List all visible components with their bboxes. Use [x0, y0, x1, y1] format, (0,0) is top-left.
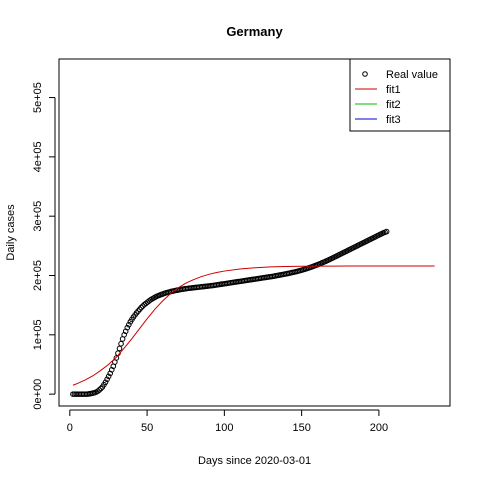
data-point: [124, 324, 131, 331]
y-tick-label: 2e+05: [32, 260, 44, 291]
data-point: [105, 373, 112, 380]
legend-label: fit2: [386, 99, 401, 111]
legend-label: fit3: [386, 114, 401, 126]
y-tick-label: 0e+00: [32, 379, 44, 410]
x-tick-label: 50: [141, 422, 153, 434]
data-point: [383, 228, 390, 235]
legend-label: Real value: [386, 69, 438, 81]
data-point: [104, 376, 110, 383]
plot-area: [58, 58, 451, 407]
y-tick-label: 1e+05: [32, 319, 44, 350]
series-layer: [70, 228, 435, 397]
series-line-fit1: [72, 265, 435, 386]
x-tick-label: 100: [215, 422, 233, 434]
data-point: [102, 379, 109, 386]
chart-title: Germany: [226, 24, 283, 39]
x-tick-label: 0: [67, 422, 73, 434]
legend-marker: [362, 71, 368, 77]
y-axis-label: Daily cases: [5, 204, 17, 261]
x-axis-label: Days since 2020-03-01: [198, 455, 311, 467]
legend: Real value fit1 fit2 fit3: [349, 58, 451, 132]
data-point: [98, 385, 104, 392]
x-tick-label: 200: [370, 422, 388, 434]
y-tick-label: 4e+05: [32, 141, 44, 172]
y-axis-ticks: 0e+00 1e+05 2e+05 3e+05 4e+05 5e+05: [32, 82, 56, 410]
data-point: [96, 387, 103, 393]
y-tick-label: 5e+05: [32, 82, 44, 113]
data-point: [118, 340, 124, 347]
y-tick-label: 3e+05: [32, 201, 44, 232]
data-point: [138, 304, 145, 311]
legend-label: fit1: [386, 84, 401, 96]
data-point: [113, 355, 120, 361]
x-axis-ticks: 0 50 100 150 200: [67, 409, 388, 434]
x-tick-label: 150: [292, 422, 310, 434]
data-point: [116, 345, 123, 352]
data-point: [126, 321, 132, 328]
